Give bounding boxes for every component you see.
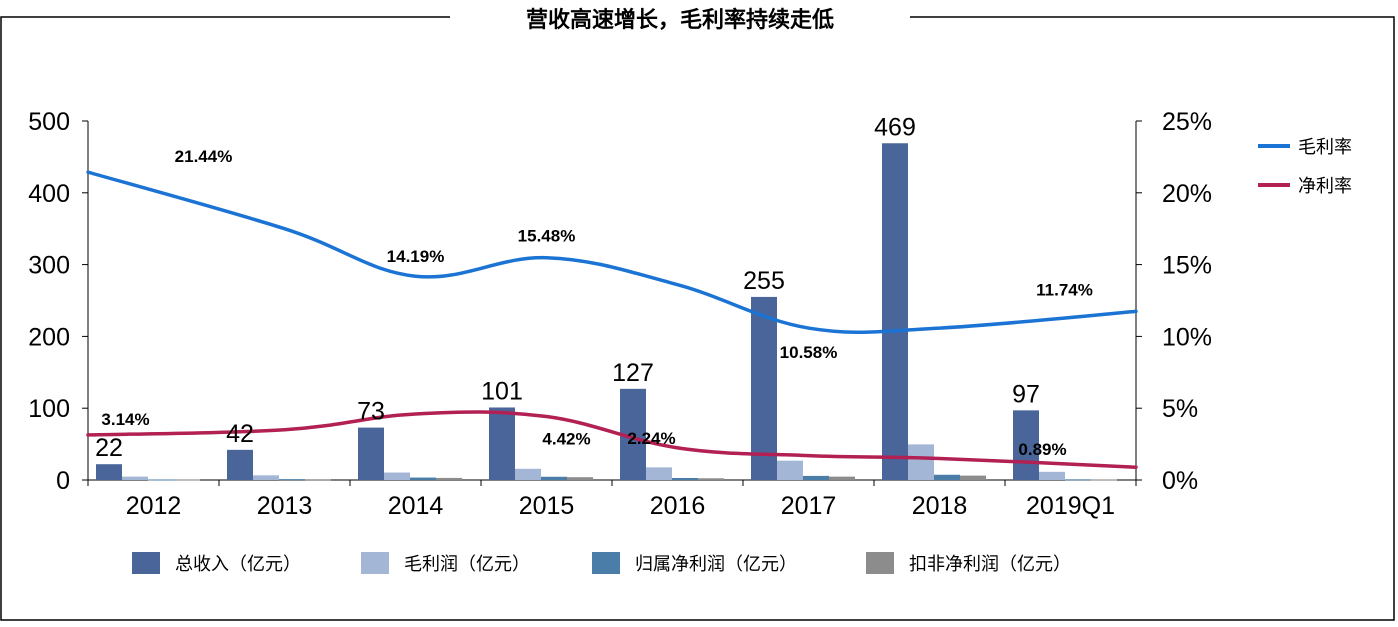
line-net-margin (86, 410, 1138, 469)
legend-bar-swatch (132, 552, 160, 574)
bar-series (96, 143, 1117, 481)
legend-bar-swatch (361, 552, 389, 574)
left-axis-ticks: 0 100 200 300 400 500 (28, 108, 88, 495)
gross-margin-label: 21.44% (175, 147, 233, 166)
gross-margin-label: 14.19% (387, 247, 445, 266)
bar-1-2012 (122, 476, 148, 480)
x-tick-label: 2012 (126, 492, 182, 520)
left-tick-label: 400 (28, 180, 70, 208)
title-backdrop (450, 2, 910, 34)
net-margin-label: 3.14% (101, 410, 149, 429)
right-tick-label: 0% (1162, 467, 1198, 495)
right-tick-label: 20% (1162, 180, 1212, 208)
legend-bar-label: 总收入（亿元） (175, 554, 301, 575)
line-series (86, 170, 1138, 469)
bar-1-2019Q1 (1039, 471, 1065, 480)
x-axis-ticks: 2012 2013 2014 2015 2016 2017 2018 2019Q1 (87, 480, 1137, 520)
bar-legend: 总收入（亿元） 毛利润（亿元） 归属净利润（亿元） 扣非净利润（亿元） (132, 552, 1071, 575)
gross-margin-label: 11.74% (1036, 280, 1093, 299)
bar-value-label: 101 (481, 377, 523, 405)
bar-value-label: 73 (357, 398, 385, 426)
bar-2-2013 (279, 479, 305, 481)
bar-0-2017 (751, 296, 777, 480)
bar-value-label: 42 (226, 420, 254, 448)
bar-value-label: 22 (95, 434, 123, 462)
bar-3-2017 (829, 476, 855, 480)
x-tick-label: 2019Q1 (1026, 492, 1115, 520)
bar-0-2019Q1 (1013, 410, 1039, 480)
left-tick-label: 100 (28, 395, 70, 423)
x-tick-label: 2014 (388, 492, 444, 520)
right-tick-label: 5% (1162, 395, 1198, 423)
bar-3-2013 (305, 479, 331, 481)
legend-line-label: 净利率 (1298, 176, 1352, 197)
bar-value-label: 127 (612, 359, 654, 387)
x-tick-label: 2018 (912, 492, 968, 520)
left-tick-label: 500 (28, 108, 70, 136)
bar-2-2012 (148, 479, 174, 481)
bar-value-labels: 22 42 73 101 127 255 469 97 (95, 113, 1040, 462)
bar-2-2017 (803, 475, 829, 480)
bar-3-2015 (567, 477, 593, 480)
right-tick-label: 25% (1162, 108, 1212, 136)
bar-1-2013 (253, 475, 279, 480)
legend-line-label: 毛利率 (1298, 137, 1352, 158)
legend-bar-swatch (866, 552, 894, 574)
bar-value-label: 97 (1012, 380, 1040, 408)
bar-3-2012 (174, 479, 200, 481)
bar-3-2014 (436, 477, 462, 480)
bar-3-2016 (698, 478, 724, 480)
bar-0-2015 (489, 407, 515, 480)
bar-2-2016 (672, 477, 698, 480)
net-margin-label: 4.42% (542, 430, 590, 449)
bar-0-2018 (882, 143, 908, 480)
bar-1-2014 (384, 472, 410, 480)
net-margin-label: 0.89% (1018, 440, 1066, 459)
bar-1-2015 (515, 468, 541, 480)
legend-bar-label: 毛利润（亿元） (404, 554, 530, 575)
rate-labels: 21.44% 14.19% 15.48% 10.58% 11.74% 3.14% 4.42%… (101, 147, 1092, 459)
x-tick-label: 2013 (257, 492, 313, 520)
x-tick-label: 2016 (650, 492, 706, 520)
x-tick-label: 2017 (781, 492, 837, 520)
bar-2-2015 (541, 476, 567, 480)
bar-2-2014 (410, 477, 436, 480)
x-tick-label: 2015 (519, 492, 575, 520)
gross-margin-label: 15.48% (518, 227, 576, 246)
bar-value-label: 255 (743, 267, 785, 295)
chart-title: 营收高速增长，毛利率持续走低 (526, 7, 834, 33)
bar-3-2019Q1 (1091, 479, 1117, 481)
legend-bar-label: 归属净利润（亿元） (635, 554, 797, 575)
bar-2-2019Q1 (1065, 479, 1091, 481)
left-tick-label: 0 (56, 467, 70, 495)
bar-1-2018 (908, 444, 934, 480)
bar-0-2014 (358, 427, 384, 480)
right-tick-label: 15% (1162, 252, 1212, 280)
bar-1-2016 (646, 467, 672, 480)
line-gross-margin (86, 170, 1138, 335)
left-tick-label: 300 (28, 252, 70, 280)
left-tick-label: 200 (28, 323, 70, 351)
right-axis-ticks: 0% 5% 10% 15% 20% 25% (1136, 108, 1212, 495)
bar-3-2018 (960, 475, 986, 480)
gross-margin-label: 10.58% (780, 343, 838, 362)
legend-bar-swatch (592, 552, 620, 574)
bar-0-2013 (227, 449, 253, 480)
legend-bar-label: 扣非净利润（亿元） (909, 554, 1071, 575)
net-margin-label: 2.24% (627, 429, 675, 448)
bar-0-2012 (96, 464, 122, 480)
right-tick-label: 10% (1162, 323, 1212, 351)
bar-1-2017 (777, 460, 803, 480)
bar-value-label: 469 (874, 113, 916, 141)
bar-2-2018 (934, 474, 960, 480)
